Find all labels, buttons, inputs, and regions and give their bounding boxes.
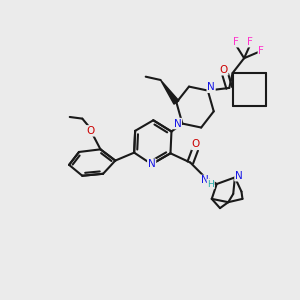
Text: N: N (201, 176, 208, 185)
Text: F: F (258, 46, 264, 56)
Text: N: N (148, 159, 155, 169)
Text: H: H (207, 179, 214, 188)
Text: O: O (192, 140, 200, 149)
Polygon shape (160, 80, 179, 104)
Text: F: F (247, 37, 253, 47)
Text: O: O (220, 65, 228, 75)
Text: O: O (86, 126, 95, 136)
Text: N: N (235, 171, 243, 181)
Text: F: F (233, 37, 239, 47)
Text: N: N (207, 82, 215, 92)
Text: N: N (173, 118, 181, 129)
